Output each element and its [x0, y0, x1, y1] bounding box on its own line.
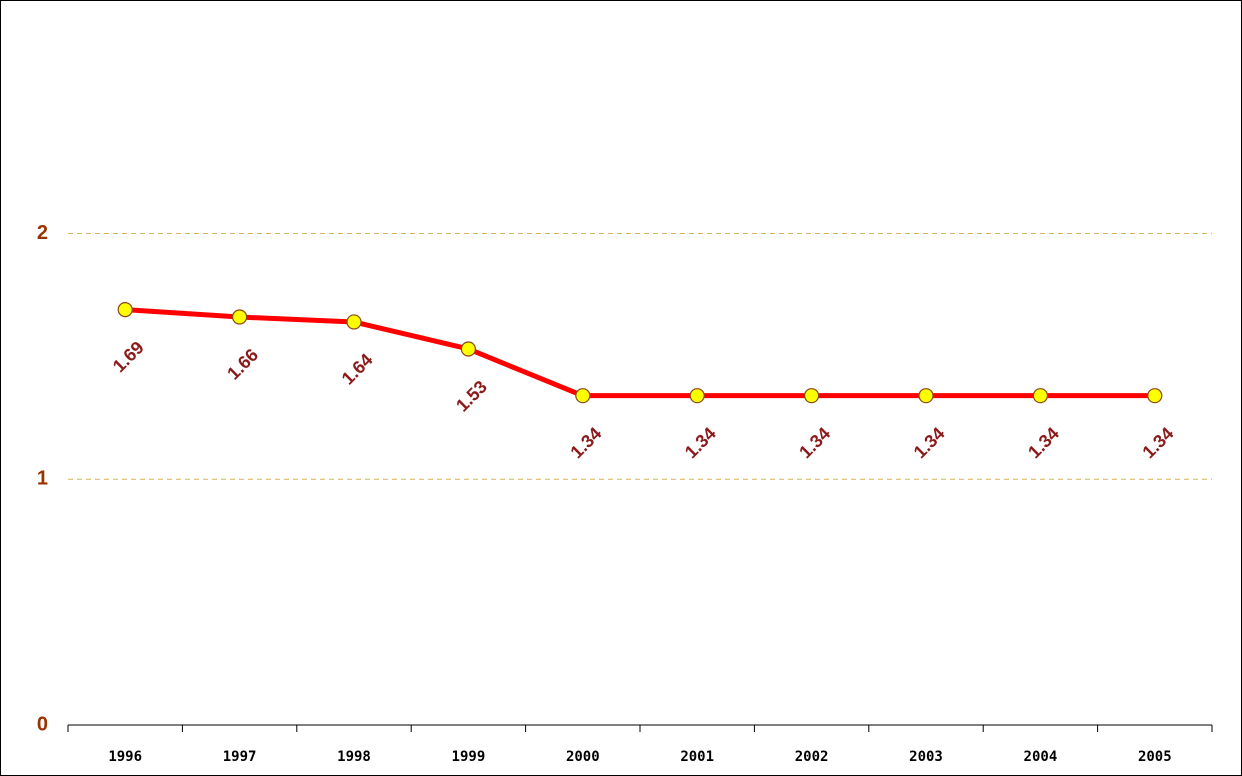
- data-point: [460, 341, 476, 357]
- data-point: [346, 314, 362, 330]
- y-tick-label: 1: [37, 468, 48, 490]
- data-point: [575, 388, 591, 404]
- data-line: [125, 307, 1155, 399]
- x-tick-label: 1996: [108, 749, 142, 765]
- data-point: [1032, 388, 1049, 404]
- y-tick-label: 2: [37, 222, 48, 244]
- data-point: [117, 302, 133, 318]
- x-tick-label: 2002: [795, 749, 829, 765]
- x-tick-label: 1998: [337, 749, 371, 765]
- data-point: [803, 388, 820, 404]
- data-point: [232, 309, 248, 325]
- x-tick-label: 2001: [680, 749, 714, 765]
- x-tick-label: 2003: [909, 749, 943, 765]
- data-point: [1147, 388, 1163, 404]
- y-tick-label: 0: [37, 713, 48, 735]
- x-tick-label: 2005: [1138, 749, 1172, 765]
- data-point: [689, 388, 705, 404]
- x-tick-label: 1999: [452, 749, 486, 765]
- x-tick-label: 2000: [566, 749, 600, 765]
- data-point: [918, 388, 934, 404]
- x-tick-label: 2004: [1024, 749, 1058, 765]
- x-tick-label: 1997: [223, 749, 257, 765]
